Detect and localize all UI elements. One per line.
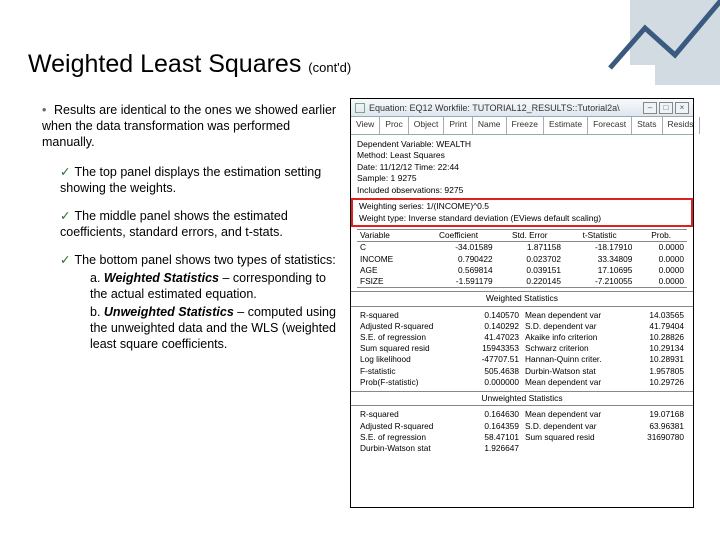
header-method: Method: Least Squares	[357, 150, 687, 161]
close-button[interactable]: ×	[675, 102, 689, 114]
table-row: S.E. of regression58.47101Sum squared re…	[357, 432, 687, 443]
title-contd: (cont'd)	[308, 60, 351, 75]
title-text: Weighted Least Squares	[28, 50, 301, 78]
toolbar-object[interactable]: Object	[409, 117, 445, 134]
header-obs: Included observations: 9275	[357, 185, 687, 196]
sub-a: a. Weighted Statistics – corresponding t…	[90, 270, 342, 302]
toolbar-print[interactable]: Print	[444, 117, 472, 134]
table-row: Adjusted R-squared0.140292S.D. dependent…	[357, 321, 687, 332]
coef-table: VariableCoefficientStd. Errort-Statistic…	[357, 229, 687, 288]
table-row: Prob(F-statistic)0.000000Mean dependent …	[357, 377, 687, 388]
sub-b: b. Unweighted Statistics – computed usin…	[90, 304, 342, 352]
slide-title: Weighted Least Squares (cont'd)	[28, 50, 351, 79]
sub-a-label: Weighted Statistics	[104, 271, 219, 285]
toolbar-view[interactable]: View	[351, 117, 380, 134]
table-row: C-34.015891.871158-18.179100.0000	[357, 242, 687, 254]
table-row: S.E. of regression41.47023Akaike info cr…	[357, 332, 687, 343]
weight-type: Weight type: Inverse standard deviation …	[359, 213, 685, 224]
left-column: •Results are identical to the ones we sh…	[42, 102, 342, 364]
check-3-text: The bottom panel shows two types of stat…	[74, 253, 335, 267]
header-depvar: Dependent Variable: WEALTH	[357, 139, 687, 150]
table-row: Log likelihood-47707.51Hannan-Quinn crit…	[357, 354, 687, 365]
sub-b-label: Unweighted Statistics	[104, 305, 234, 319]
weighted-stats-title: Weighted Statistics	[351, 291, 693, 306]
check-3: ✓The bottom panel shows two types of sta…	[60, 252, 342, 352]
weighted-stats: R-squared0.140570Mean dependent var14.03…	[357, 310, 687, 388]
eviews-toolbar: ViewProcObjectPrintNameFreezeEstimateFor…	[351, 117, 693, 135]
corner-logo	[600, 0, 720, 85]
unweighted-stats: R-squared0.164630Mean dependent var19.07…	[357, 409, 687, 454]
toolbar-freeze[interactable]: Freeze	[507, 117, 544, 134]
header-sample: Sample: 1 9275	[357, 173, 687, 184]
minimize-button[interactable]: –	[643, 102, 657, 114]
table-row: FSIZE-1.5911790.220145-7.2100550.0000	[357, 276, 687, 288]
toolbar-proc[interactable]: Proc	[380, 117, 408, 134]
header-datetime: Date: 11/12/12 Time: 22:44	[357, 162, 687, 173]
maximize-button[interactable]: □	[659, 102, 673, 114]
table-row: INCOME0.7904220.02370233.348090.0000	[357, 254, 687, 265]
eviews-body: Dependent Variable: WEALTH Method: Least…	[351, 135, 693, 458]
table-row: R-squared0.140570Mean dependent var14.03…	[357, 310, 687, 321]
table-row: Sum squared resid15943353Schwarz criteri…	[357, 343, 687, 354]
table-row: F-statistic505.4638Durbin-Watson stat1.9…	[357, 366, 687, 377]
highlight-box: Weighting series: 1/(INCOME)^0.5 Weight …	[351, 198, 693, 227]
table-row: R-squared0.164630Mean dependent var19.07…	[357, 409, 687, 420]
toolbar-stats[interactable]: Stats	[632, 117, 662, 134]
eviews-title-text: Equation: EQ12 Workfile: TUTORIAL12_RESU…	[369, 103, 620, 113]
main-bullet-text: Results are identical to the ones we sho…	[42, 103, 336, 149]
main-bullet: •Results are identical to the ones we sh…	[42, 102, 342, 150]
table-row: Adjusted R-squared0.164359S.D. dependent…	[357, 421, 687, 432]
check-2-text: The middle panel shows the estimated coe…	[60, 209, 288, 239]
table-row: AGE0.5698140.03915117.106950.0000	[357, 265, 687, 276]
equation-icon	[355, 103, 365, 113]
weight-series: Weighting series: 1/(INCOME)^0.5	[359, 201, 685, 212]
check-1: ✓The top panel displays the estimation s…	[60, 164, 342, 196]
toolbar-name[interactable]: Name	[473, 117, 507, 134]
table-row: Durbin-Watson stat1.926647	[357, 443, 687, 454]
unweighted-stats-title: Unweighted Statistics	[351, 391, 693, 406]
toolbar-estimate[interactable]: Estimate	[544, 117, 588, 134]
toolbar-forecast[interactable]: Forecast	[588, 117, 632, 134]
toolbar-resids[interactable]: Resids	[663, 117, 700, 134]
check-1-text: The top panel displays the estimation se…	[60, 165, 321, 195]
eviews-window: Equation: EQ12 Workfile: TUTORIAL12_RESU…	[350, 98, 694, 508]
check-2: ✓The middle panel shows the estimated co…	[60, 208, 342, 240]
eviews-titlebar: Equation: EQ12 Workfile: TUTORIAL12_RESU…	[351, 99, 693, 117]
